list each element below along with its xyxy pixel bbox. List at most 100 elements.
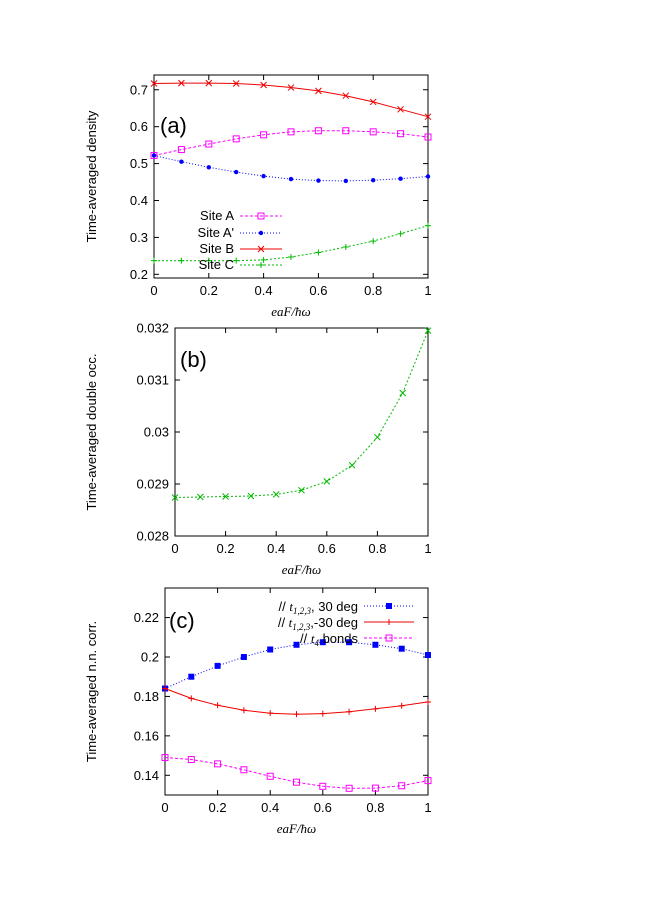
legend-marker [257,212,265,220]
data-point [345,784,353,792]
data-point [319,639,326,646]
data-point [214,662,221,669]
data-point [178,79,185,87]
x-tick-label: 0.6 [309,283,327,298]
data-point [371,177,376,183]
x-tick-label: 0.4 [261,800,279,815]
data-point [425,652,431,659]
data-point [162,685,168,692]
legend-label: Site B [199,241,234,256]
data-point [247,492,255,500]
data-point [161,754,169,762]
y-tick-label: 0.031 [136,373,169,388]
data-point [266,772,274,780]
series-line [153,130,429,156]
series-3 [161,754,432,792]
data-point [369,98,377,106]
x-tick-label: 0 [161,800,168,815]
y-tick-label: 0.2 [141,650,159,665]
data-point [240,707,247,714]
y-tick-label: 0.7 [130,82,148,97]
data-point [196,493,204,501]
data-point [397,230,404,237]
data-point [323,478,331,485]
series-1 [150,127,432,159]
legend-label: // t1,2,3,-30 deg [278,615,358,632]
x-tick-label: 0 [171,541,178,556]
x-tick-label: 1 [424,541,431,556]
x-tick-label: 0.4 [267,541,285,556]
data-point [398,782,406,790]
data-point [287,84,295,91]
legend-label: Site A' [198,225,234,240]
data-point [205,257,212,264]
data-point [171,494,179,501]
data-point [342,92,350,100]
panel-label: (b) [180,347,207,372]
data-point [372,641,379,648]
data-point [179,159,184,164]
data-point [372,705,379,712]
data-point [314,127,322,135]
plot-frame [174,327,429,537]
y-tick-label: 0.2 [130,267,148,282]
series-4 [151,222,431,264]
panel-a: 0 0.2 0.4 0.6 0.8 10.20.30.40.50.60.7Time-ave… [84,74,432,319]
data-point [287,128,295,136]
x-tick-label: 0.2 [200,283,218,298]
x-tick-label: 0.8 [368,541,386,556]
data-point [205,140,213,148]
data-point [240,766,248,774]
data-point [232,80,240,87]
legend-marker [386,619,392,625]
data-point [342,243,349,250]
legend-marker [258,230,264,236]
x-tick-label: 0.2 [209,800,227,815]
data-point [348,461,356,469]
x-tick-label: 0.6 [314,800,332,815]
data-point [399,389,407,397]
data-point [260,131,268,139]
panel-label: (a) [160,113,187,138]
data-point [177,146,185,154]
series-3 [150,79,432,121]
x-tick-label: 0.8 [364,283,382,298]
y-tick-label: 0.6 [130,119,148,134]
panel-c: 0 0.2 0.4 0.6 0.8 1 0.14 0.16 0.18 0.2 0.22 Time-av… [84,587,432,836]
x-tick-label: 0.6 [318,541,336,556]
y-tick-label: 0.03 [144,425,169,440]
data-point [205,79,213,87]
legend-marker [258,262,264,268]
data-point [397,130,405,138]
data-point [232,135,240,143]
x-tick-label: 0.8 [366,800,384,815]
y-axis-label: Time-averaged n.n. corr. [84,621,99,762]
data-point [398,645,405,652]
data-point [424,327,432,334]
data-point [178,257,185,264]
data-point [346,708,353,715]
legend-marker [385,634,393,642]
data-point [398,176,403,181]
y-tick-label: 0.029 [136,477,169,492]
x-axis-label: eaF/ħω [277,821,317,836]
y-tick-label: 0.22 [134,610,159,625]
data-point [370,238,377,245]
data-point [424,133,432,141]
data-point [425,222,431,229]
data-point [343,178,348,184]
series-line [164,641,429,689]
data-point [214,760,222,768]
data-point [319,782,327,790]
y-tick-label: 0.18 [134,689,159,704]
data-point [369,128,377,136]
data-point [298,486,305,494]
data-point [319,710,326,717]
legend-marker [386,603,392,609]
data-point [261,173,266,179]
y-axis-label: Time-averaged density [84,110,99,242]
data-point [374,433,381,441]
y-tick-label: 0.16 [134,728,159,743]
